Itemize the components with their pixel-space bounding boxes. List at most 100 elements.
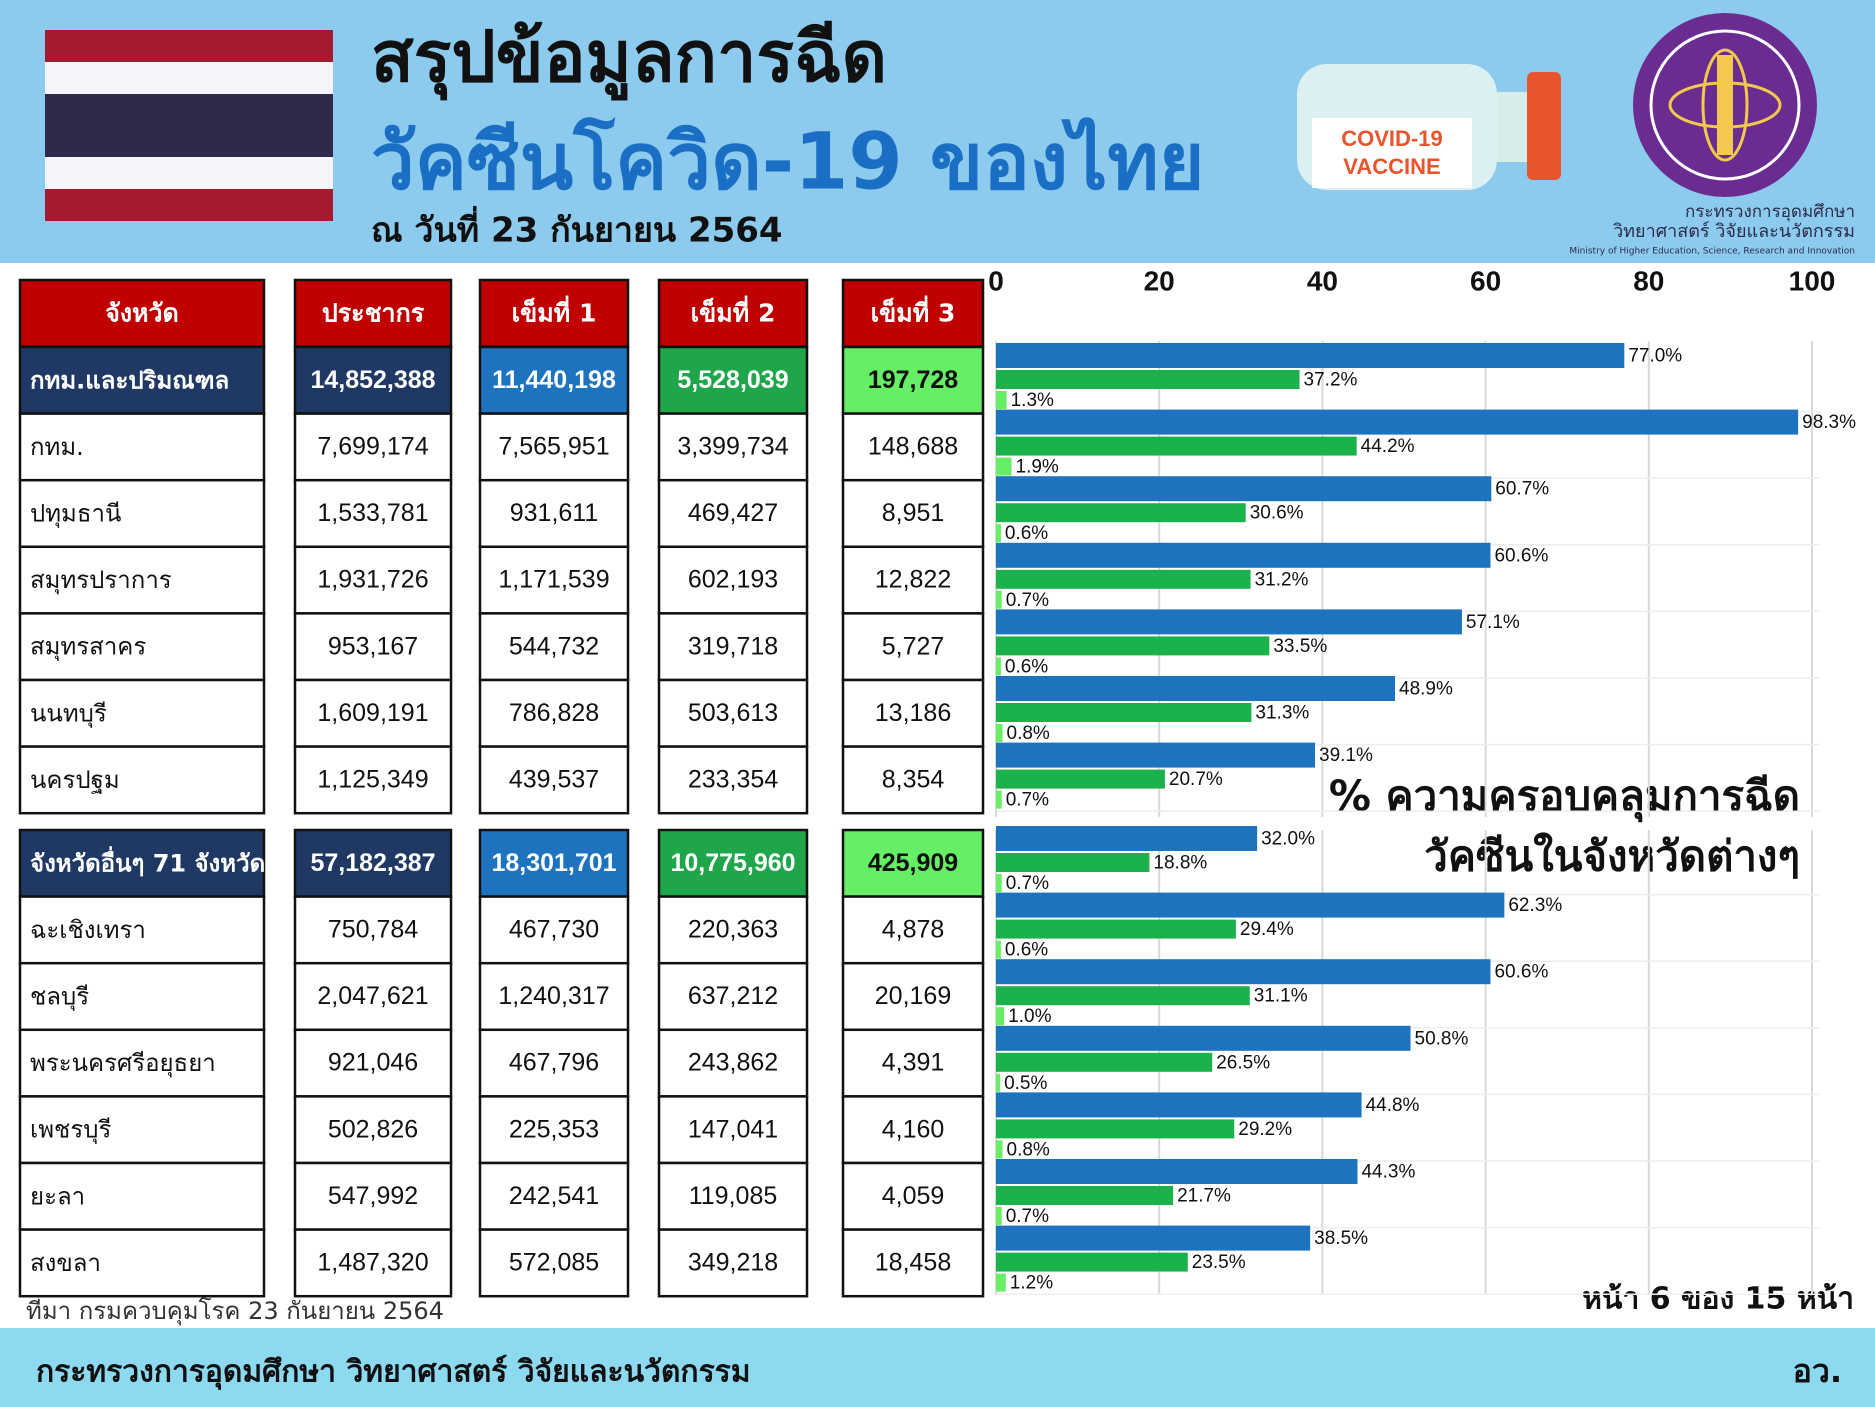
province-name: สงขลา (30, 1249, 101, 1277)
table-total-cell (841, 828, 985, 898)
table-number: 225,353 (509, 1115, 599, 1143)
footer-ministry: กระทรวงการอุดมศึกษา วิทยาศาสตร์ วิจัยและ… (36, 1355, 751, 1391)
logo-emblem (1717, 55, 1733, 155)
table-number: 147,041 (688, 1115, 778, 1143)
source: ที่มา กรมควบคุมโรค 23 กันยายน 2564 (26, 1294, 444, 1326)
value-label: 1.0% (1008, 1006, 1051, 1027)
table-cell (841, 678, 985, 748)
value-label: 39.1% (1319, 745, 1373, 766)
x-tick-label: 40 (1307, 265, 1338, 296)
table-number: 4,391 (882, 1049, 945, 1077)
table-number: 4,160 (882, 1115, 945, 1143)
bar (996, 636, 1270, 656)
logo-ring (1649, 29, 1801, 181)
table-cell (293, 961, 453, 1032)
bar (996, 959, 1491, 985)
table-number: 4,059 (882, 1182, 945, 1210)
table-cell (657, 1161, 809, 1231)
value-label: 0.7% (1006, 790, 1049, 811)
table-number: 18,301,701 (491, 849, 616, 877)
table-cell (841, 545, 985, 615)
table-number: 1,533,781 (317, 499, 428, 527)
table-number: 14,852,388 (310, 366, 435, 394)
table-cell (293, 612, 453, 682)
table-cell (18, 678, 266, 748)
table-cell (293, 1095, 453, 1165)
table-cell (478, 545, 630, 615)
province-name: นครปฐม (30, 766, 120, 794)
bar (996, 569, 1251, 589)
bar (996, 1225, 1311, 1251)
table-cell (18, 895, 266, 965)
table-total-cell (293, 828, 453, 898)
bar (996, 919, 1236, 939)
table-cell (841, 1161, 985, 1231)
table-number: 11,440,198 (492, 366, 616, 394)
flag-stripe (45, 62, 333, 94)
value-label: 20.7% (1169, 769, 1223, 790)
table-number: 544,732 (509, 632, 599, 660)
bar (996, 826, 1258, 851)
table-total-cell (478, 345, 630, 415)
ministry-name: วิทยาศาสตร์ วิจัยและนวัตกรรม (1613, 221, 1855, 242)
value-label: 0.6% (1005, 523, 1048, 544)
bar (996, 1007, 1005, 1026)
value-label: 60.6% (1494, 962, 1548, 983)
table-header-text: เข็มที่ 2 (691, 295, 776, 327)
bar (996, 892, 1505, 918)
table-header-text: ประชากร (322, 298, 425, 327)
table-cell (478, 1161, 630, 1231)
bar (996, 1159, 1358, 1184)
value-label: 0.8% (1007, 1139, 1050, 1160)
value-label: 21.7% (1177, 1186, 1231, 1207)
table-cell (657, 1028, 809, 1098)
chart-title: % ความครอบคลุมการฉีด (1329, 772, 1800, 823)
table-number: 57,182,387 (310, 849, 435, 877)
table-number: 503,613 (688, 699, 778, 727)
province-name: สมุทรปราการ (30, 566, 172, 595)
table-total-cell (478, 828, 630, 898)
value-label: 44.2% (1361, 436, 1415, 457)
table-cell (293, 545, 453, 615)
value-label: 33.5% (1273, 636, 1327, 657)
table-number: 1,240,317 (498, 982, 609, 1010)
table-cell (18, 1028, 266, 1098)
value-label: 18.8% (1153, 853, 1207, 874)
table-header-cell (841, 278, 985, 348)
table-cell (657, 1228, 809, 1298)
subtitle: วัคซีนโควิด-19 ของไทย (371, 115, 1204, 207)
bar (996, 1025, 1411, 1051)
value-label: 62.3% (1508, 895, 1562, 916)
province-name: กทม. (30, 433, 84, 461)
table-number: 467,796 (509, 1049, 599, 1077)
bar (996, 940, 1001, 959)
table-number: 547,992 (328, 1182, 418, 1210)
footer-abbr: อว. (1793, 1352, 1842, 1390)
table-number: 637,212 (688, 982, 778, 1010)
bar (996, 343, 1625, 368)
table-number: 1,125,349 (317, 766, 428, 794)
table-cell (18, 745, 266, 815)
table-cell (657, 612, 809, 682)
value-label: 57.1% (1466, 612, 1520, 633)
province-name: นนทบุรี (30, 699, 107, 728)
table-number: 2,047,621 (317, 982, 428, 1010)
bar (996, 1052, 1213, 1072)
bar (996, 370, 1300, 389)
vaccine-bottle: COVID-19 VACCINE (1297, 64, 1561, 190)
table-number: 8,354 (882, 766, 945, 794)
value-label: 31.1% (1254, 986, 1308, 1007)
table-cell (657, 678, 809, 748)
table-cell (478, 1028, 630, 1098)
date: ณ วันที่ 23 กันยายน 2564 (371, 206, 783, 251)
ministry-logo (1633, 13, 1817, 197)
table-header-cell (657, 278, 809, 348)
table-cell (841, 961, 985, 1032)
table-number: 1,931,726 (317, 566, 428, 594)
table-header-cell (18, 278, 266, 348)
table-header-cell (478, 278, 630, 348)
table-number: 148,688 (868, 433, 958, 461)
bar (996, 1186, 1174, 1205)
table-number: 8,951 (882, 499, 945, 527)
